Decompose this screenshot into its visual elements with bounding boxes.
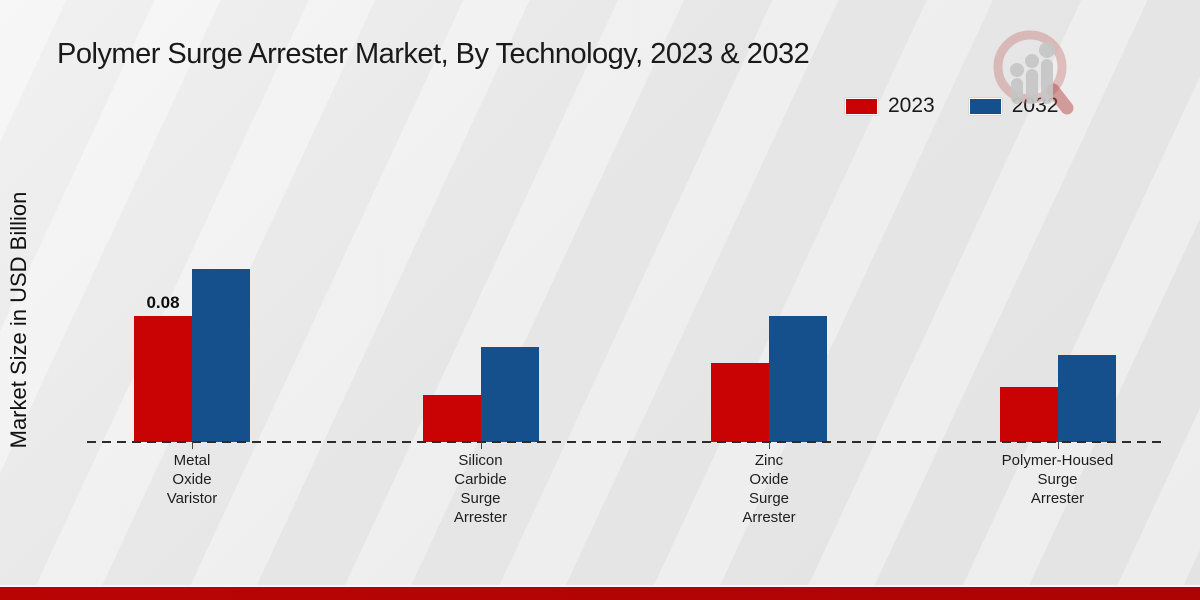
magnifier-growth-chart-logo-icon: [993, 30, 1074, 115]
x-axis-baseline: [87, 441, 1163, 443]
bar-2032-3: [769, 316, 827, 442]
bar-2023-3: [711, 363, 769, 442]
chart-title: Polymer Surge Arrester Market, By Techno…: [57, 38, 810, 70]
legend: 2023 2032: [845, 94, 1058, 118]
legend-label-2023: 2023: [888, 94, 935, 117]
legend-swatch-2023: [845, 97, 878, 115]
bar-value-label: 0.08: [146, 293, 180, 312]
x-axis-tick: [192, 442, 193, 449]
category-label: Zinc Oxide Surge Arrester: [742, 452, 796, 526]
bar-2032-4: [1057, 355, 1116, 442]
category-label: Metal Oxide Varistor: [166, 452, 218, 507]
footer-red-band: [0, 585, 1200, 600]
bar-2023-4: [999, 387, 1058, 442]
category-label: Polymer-Housed Surge Arrester: [1001, 452, 1114, 507]
x-axis-tick: [769, 442, 770, 449]
x-axis-tick: [1057, 442, 1059, 449]
bar-2023-2: [422, 395, 481, 442]
bar-2023-1: [134, 316, 192, 442]
x-axis-tick: [480, 442, 482, 449]
bar-2032-1: [192, 269, 250, 442]
legend-item-2023: 2023: [845, 94, 935, 118]
category-label: Silicon Carbide Surge Arrester: [453, 452, 508, 526]
bar-2032-2: [480, 347, 539, 442]
legend-swatch-2032: [968, 97, 1002, 115]
